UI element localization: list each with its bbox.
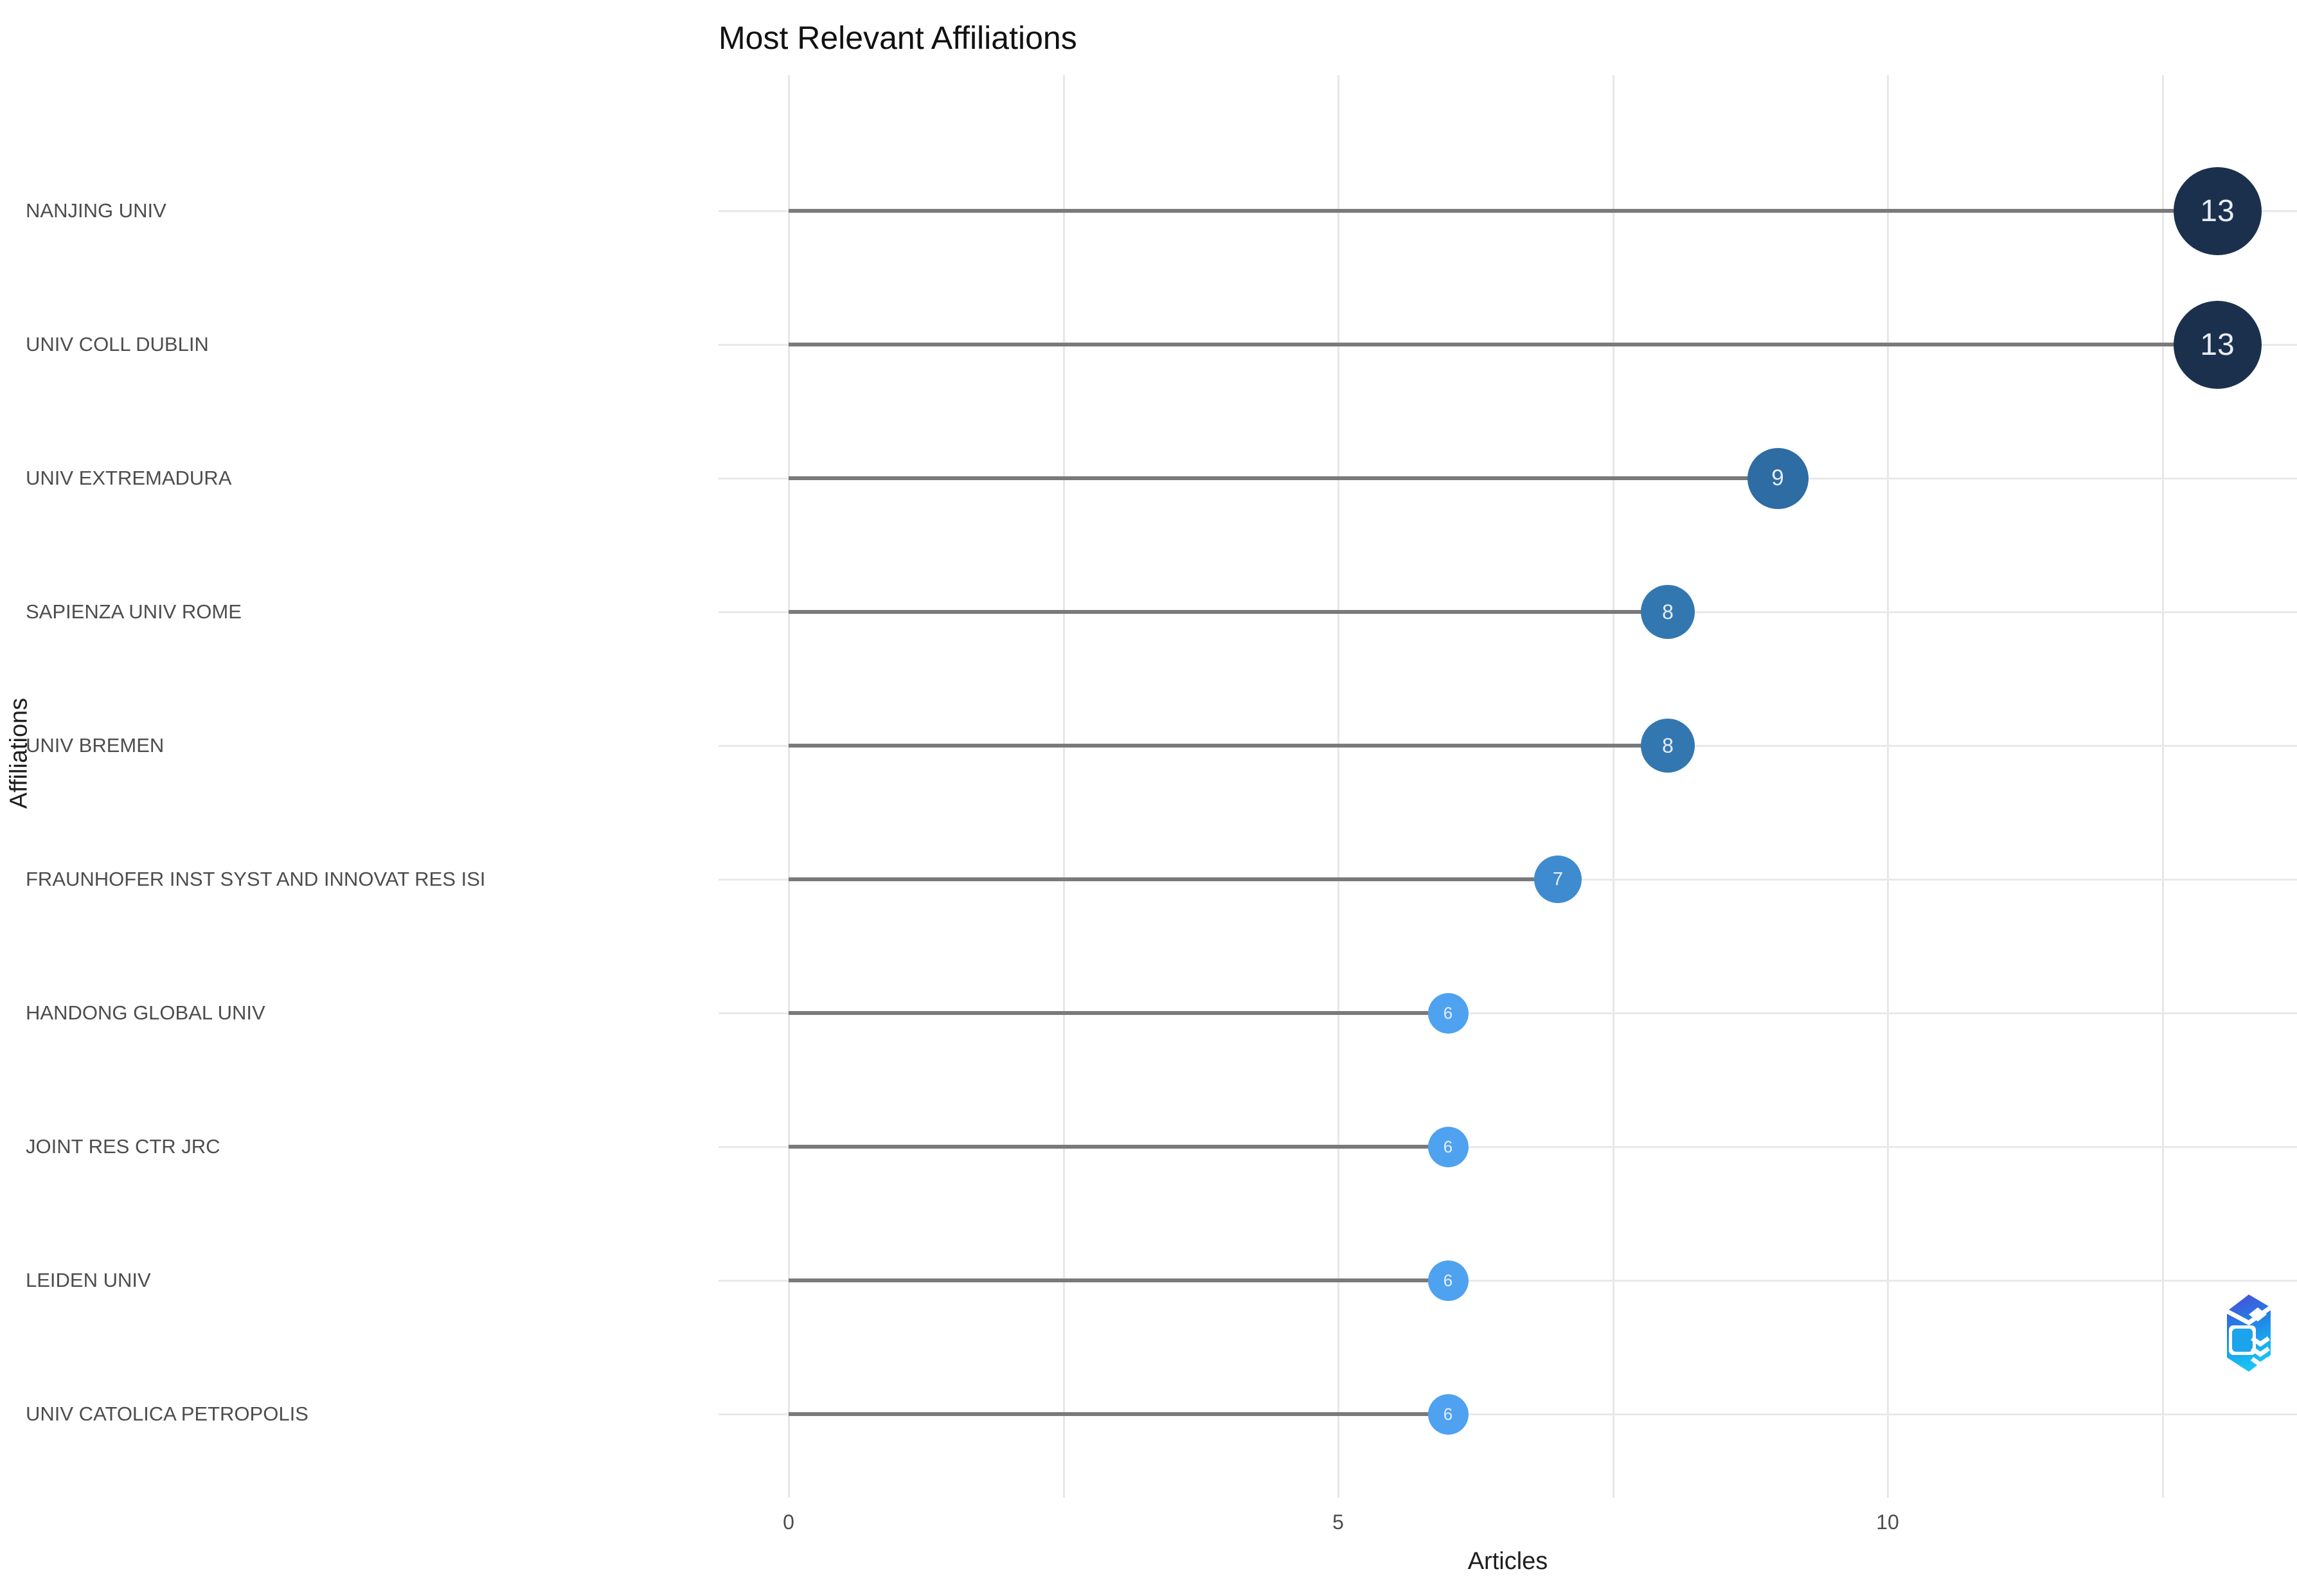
- lollipop-stem: [789, 1278, 1448, 1282]
- dot-value-label: 6: [1443, 1270, 1453, 1290]
- category-label: JOINT RES CTR JRC: [26, 1135, 220, 1158]
- category-gridline: [719, 1012, 2297, 1014]
- logo-waves: [2251, 1336, 2270, 1368]
- dot-value-label: 6: [1443, 1404, 1453, 1424]
- lollipop-stem: [789, 877, 1558, 881]
- x-gridline: [2161, 75, 2164, 1498]
- lollipop-dot: 8: [1641, 719, 1695, 773]
- category-label: LEIDEN UNIV: [26, 1269, 151, 1291]
- lollipop-stem: [789, 209, 2217, 213]
- x-tick-label: 5: [1332, 1511, 1344, 1534]
- x-gridline: [788, 75, 790, 1498]
- category-label: UNIV CATOLICA PETROPOLIS: [26, 1403, 308, 1425]
- lollipop-stem: [789, 1412, 1448, 1416]
- lollipop-dot: 8: [1641, 585, 1695, 639]
- lollipop-dot: 6: [1427, 992, 1469, 1034]
- lollipop-stem: [789, 744, 1668, 748]
- lollipop-dot: 13: [2173, 300, 2262, 389]
- dot-value-label: 6: [1443, 1003, 1453, 1023]
- logo-diamond: [2249, 1307, 2267, 1322]
- lollipop-dot: 6: [1427, 1394, 1469, 1435]
- lollipop-stem: [789, 343, 2217, 346]
- lollipop-stem: [789, 1011, 1448, 1015]
- biblioshiny-logo: [2226, 1295, 2273, 1372]
- category-gridline: [719, 1413, 2297, 1415]
- dot-value-label: 8: [1662, 733, 1674, 757]
- lollipop-dot: 9: [1747, 447, 1809, 509]
- category-gridline: [719, 1280, 2297, 1282]
- category-label: UNIV COLL DUBLIN: [26, 333, 209, 355]
- category-label: UNIV BREMEN: [26, 734, 165, 757]
- category-label: SAPIENZA UNIV ROME: [26, 600, 242, 623]
- dot-value-label: 13: [2200, 327, 2235, 362]
- category-label: UNIV EXTREMADURA: [26, 467, 232, 489]
- x-gridline: [1887, 75, 1889, 1498]
- logo-square: [2232, 1329, 2253, 1352]
- lollipop-stem: [789, 1145, 1448, 1149]
- lollipop-dot: 6: [1427, 1126, 1469, 1167]
- lollipop-stem: [789, 476, 1778, 480]
- category-gridline: [719, 1146, 2297, 1148]
- lollipop-dot: 6: [1427, 1260, 1469, 1301]
- category-label: NANJING UNIV: [26, 199, 166, 222]
- lollipop-dot: 7: [1534, 856, 1582, 903]
- lollipop-dot: 13: [2173, 166, 2262, 255]
- x-tick-label: 10: [1876, 1511, 1899, 1534]
- dot-value-label: 9: [1771, 465, 1784, 490]
- dot-value-label: 8: [1662, 600, 1674, 623]
- chart-title: Most Relevant Affiliations: [719, 20, 1077, 56]
- x-tick-label: 0: [783, 1511, 794, 1534]
- category-label: HANDONG GLOBAL UNIV: [26, 1001, 265, 1024]
- dot-value-label: 13: [2200, 193, 2235, 228]
- lollipop-stem: [789, 610, 1668, 614]
- x-gridline: [1062, 75, 1065, 1498]
- x-gridline: [1612, 75, 1614, 1498]
- category-label: FRAUNHOFER INST SYST AND INNOVAT RES ISI: [26, 868, 486, 890]
- dot-value-label: 6: [1443, 1136, 1453, 1156]
- x-axis-title: Articles: [1467, 1548, 1548, 1575]
- x-gridline: [1337, 75, 1339, 1498]
- dot-value-label: 7: [1552, 868, 1564, 890]
